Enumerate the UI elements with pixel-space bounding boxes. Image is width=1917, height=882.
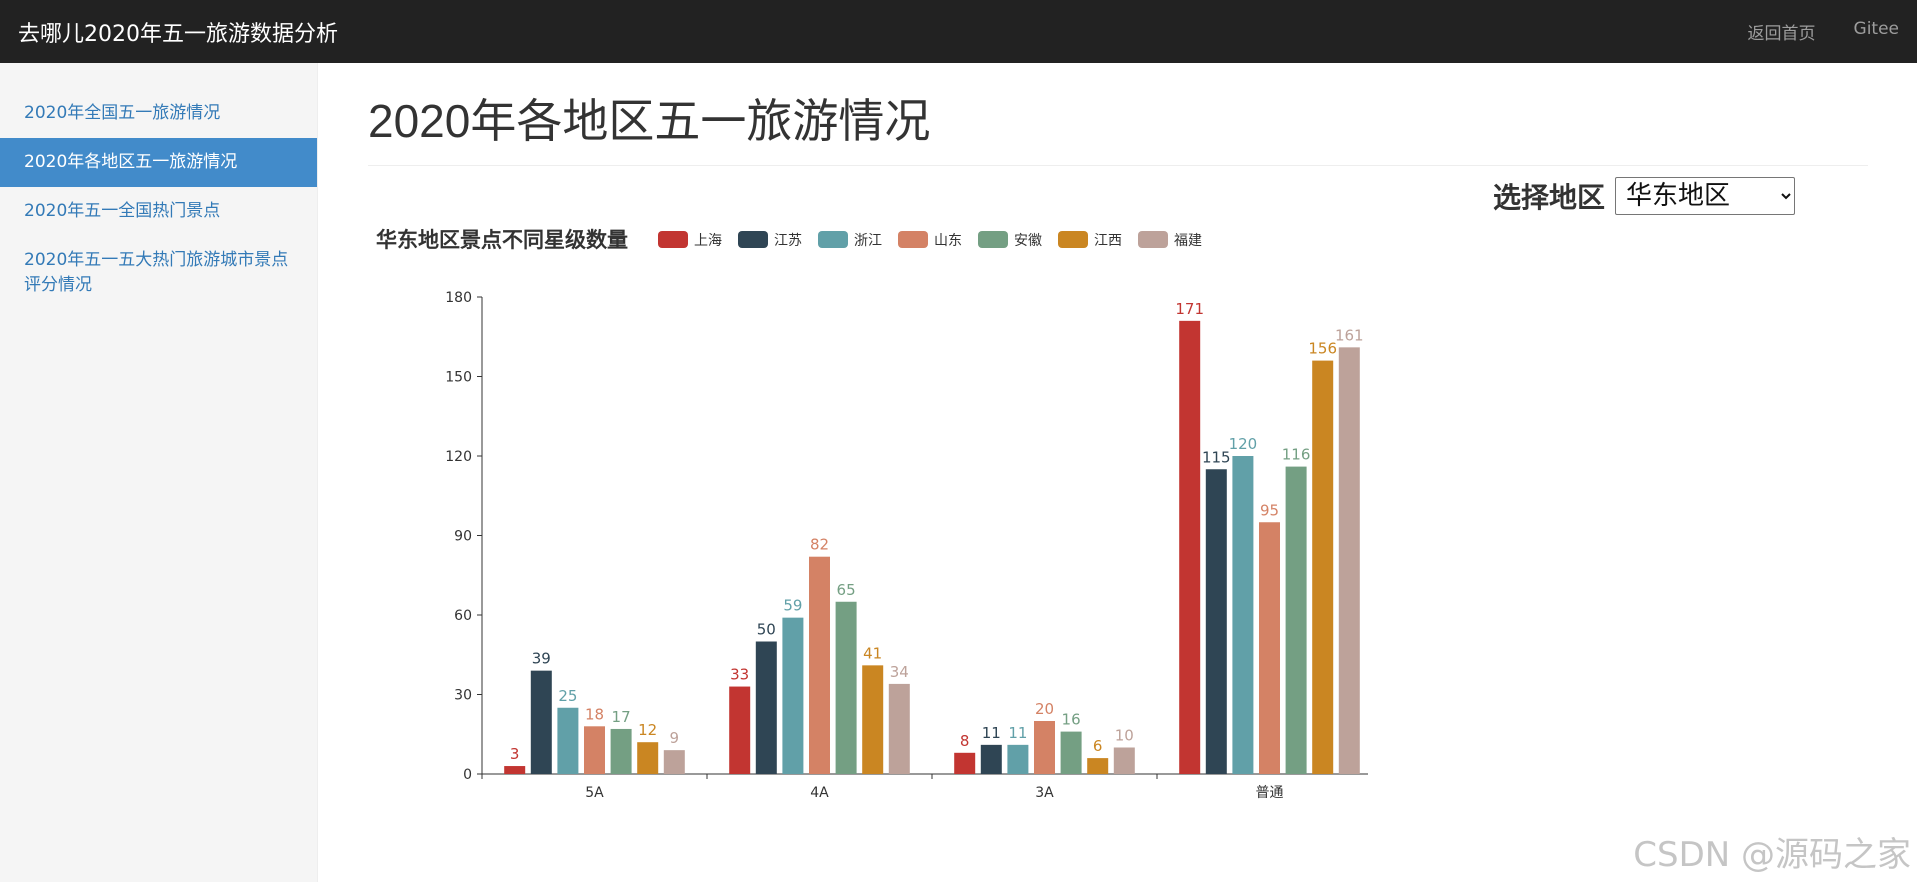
bar-value-label: 120: [1229, 435, 1258, 453]
bar: [888, 683, 910, 774]
bar: [1113, 747, 1135, 774]
x-tick-label: 3A: [1035, 785, 1054, 801]
region-picker: 选择地区 华东地区: [1493, 176, 1796, 216]
bar: [1232, 456, 1254, 774]
bar-value-label: 8: [960, 732, 970, 750]
y-tick-label: 0: [463, 767, 472, 783]
bar-value-label: 65: [837, 581, 856, 599]
nav-links: 返回首页 Gitee: [1748, 19, 1917, 44]
bar-value-label: 20: [1035, 700, 1054, 718]
bar-value-label: 82: [810, 536, 829, 554]
bar-value-label: 18: [585, 705, 604, 723]
bar-value-label: 34: [890, 663, 909, 681]
legend-swatch-0: [658, 231, 688, 248]
bar-value-label: 39: [532, 650, 551, 668]
bar-value-label: 171: [1175, 300, 1204, 318]
nav-link-home[interactable]: 返回首页: [1747, 24, 1816, 44]
legend-label-5: 江西: [1094, 233, 1122, 249]
bar: [1034, 721, 1055, 774]
bar-value-label: 116: [1282, 446, 1311, 464]
bar: [557, 707, 579, 774]
bar-value-label: 6: [1093, 737, 1103, 755]
y-tick-label: 60: [454, 608, 472, 624]
bar: [1312, 360, 1334, 774]
legend-label-3: 山东: [934, 233, 962, 249]
y-tick-label: 150: [445, 370, 472, 386]
bar-value-label: 115: [1202, 448, 1231, 466]
legend-label-2: 浙江: [854, 233, 882, 249]
legend-swatch-1: [738, 231, 768, 248]
bar: [1179, 320, 1201, 774]
x-tick-label: 5A: [585, 785, 604, 801]
sidebar-item-regional[interactable]: 2020年各地区五一旅游情况: [0, 138, 317, 187]
legend-label-0: 上海: [694, 233, 722, 249]
bar: [1007, 744, 1029, 774]
bar: [862, 665, 884, 774]
bar: [637, 742, 659, 774]
bar-value-label: 3: [510, 745, 520, 763]
legend-label-4: 安徽: [1014, 233, 1042, 249]
y-tick-label: 90: [454, 529, 472, 545]
x-tick-label: 普通: [1256, 785, 1284, 801]
bar: [1285, 466, 1307, 774]
brand-title[interactable]: 去哪儿2020年五一旅游数据分析: [18, 21, 338, 47]
bar: [584, 726, 605, 774]
y-tick-label: 120: [445, 449, 472, 465]
bar: [504, 766, 526, 774]
bar: [610, 728, 632, 774]
bar: [1338, 347, 1360, 774]
x-tick-label: 4A: [810, 785, 829, 801]
bar: [980, 744, 1002, 774]
bar: [755, 641, 777, 774]
watermark: CSDN @源码之家: [1633, 835, 1911, 875]
bar: [1060, 731, 1082, 774]
bar-value-label: 33: [730, 666, 749, 684]
region-select[interactable]: 华东地区: [1615, 177, 1796, 215]
bar-value-label: 10: [1115, 727, 1134, 745]
legend-label-6: 福建: [1174, 233, 1202, 249]
legend-swatch-3: [898, 231, 928, 248]
nav-link-gitee[interactable]: Gitee: [1853, 19, 1899, 39]
bar-value-label: 50: [757, 621, 776, 639]
bar-chart: 华东地区景点不同星级数量 上海 江苏 浙江 山东 安徽 江西 福建 0 30 60 90 120 150 1…: [376, 228, 1368, 801]
chart-title: 华东地区景点不同星级数量: [376, 228, 628, 252]
legend-swatch-2: [818, 231, 848, 248]
bar: [1205, 469, 1227, 774]
bar-value-label: 17: [612, 708, 631, 726]
sidebar-item-city-ratings[interactable]: 2020年五一五大热门旅游城市景点评分情况: [24, 250, 289, 295]
bar-value-label: 11: [982, 724, 1001, 742]
bar: [530, 670, 552, 774]
top-navbar: 去哪儿2020年五一旅游数据分析 返回首页 Gitee: [0, 0, 1917, 63]
bar-value-label: 95: [1260, 501, 1279, 519]
bar: [782, 617, 804, 774]
sidebar-item-national[interactable]: 2020年全国五一旅游情况: [24, 103, 221, 123]
page-title: 2020年各地区五一旅游情况: [368, 85, 1868, 166]
legend-swatch-6: [1138, 231, 1168, 248]
bar-value-label: 9: [670, 729, 680, 747]
main-content: 2020年各地区五一旅游情况 选择地区 华东地区 华东地区景点不同星级数量 上海 江…: [368, 63, 1868, 882]
bar-value-label: 16: [1062, 711, 1081, 729]
bar: [954, 752, 976, 774]
bar-value-label: 161: [1335, 326, 1364, 344]
bar: [663, 750, 685, 774]
legend-swatch-4: [978, 231, 1008, 248]
sidebar: 2020年全国五一旅游情况 2020年各地区五一旅游情况 2020年五一全国热门…: [0, 63, 318, 882]
bar: [1259, 522, 1280, 774]
bar: [1087, 758, 1109, 774]
bar-value-label: 12: [638, 721, 657, 739]
bar-value-label: 11: [1008, 724, 1027, 742]
bar-value-label: 25: [558, 687, 577, 705]
region-label: 选择地区: [1493, 181, 1606, 214]
bar: [809, 556, 830, 774]
legend-label-1: 江苏: [774, 233, 802, 249]
bar-value-label: 41: [863, 644, 882, 662]
sidebar-item-hot-spots[interactable]: 2020年五一全国热门景点: [24, 201, 221, 221]
bar: [729, 686, 751, 774]
legend-swatch-5: [1058, 231, 1088, 248]
bar-value-label: 59: [783, 597, 802, 615]
y-tick-label: 30: [454, 688, 472, 704]
bar: [835, 601, 857, 774]
y-tick-label: 180: [445, 290, 472, 306]
bar-value-label: 156: [1308, 340, 1337, 358]
